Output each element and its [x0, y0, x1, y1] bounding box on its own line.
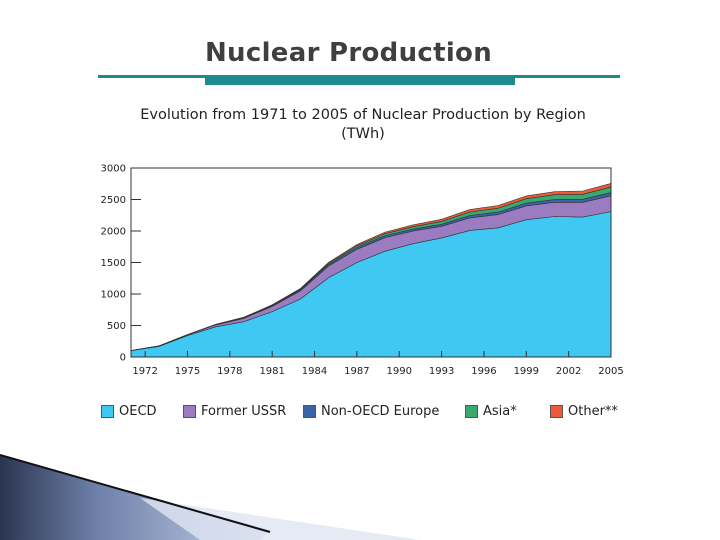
legend: OECD Former USSR Non-OECD Europe Asia* Other…: [101, 404, 661, 424]
legend-label: Other**: [568, 404, 618, 419]
legend-label: Non-OECD Europe: [321, 404, 440, 419]
chart-title-text: Evolution from 1971 to 2005 of Nuclear P…: [140, 107, 586, 123]
x-tick-label: 1987: [344, 366, 369, 377]
x-tick-label: 2002: [556, 366, 581, 377]
y-tick-label: 500: [107, 321, 126, 332]
legend-item: Former USSR: [183, 404, 286, 419]
y-tick-label: 0: [120, 353, 126, 364]
x-tick-label: 1996: [471, 366, 496, 377]
y-tick-label: 2000: [101, 227, 126, 238]
title-rule: [98, 75, 620, 78]
legend-item: Other**: [550, 404, 618, 419]
legend-item: Non-OECD Europe: [303, 404, 439, 419]
legend-label: Asia*: [483, 404, 517, 419]
legend-label: OECD: [119, 404, 157, 419]
slide-title: Nuclear Production: [205, 38, 493, 68]
wedge-light: [140, 498, 420, 540]
title-accent-bar: [205, 78, 515, 85]
x-tick-label: 1978: [217, 366, 242, 377]
legend-swatch: [465, 405, 478, 418]
wedge-edge: [0, 454, 271, 533]
y-tick-label: 1000: [101, 290, 126, 301]
legend-item: OECD: [101, 404, 157, 419]
x-tick-label: 1981: [259, 366, 284, 377]
y-tick-label: 3000: [101, 164, 126, 175]
x-tick-label: 1990: [387, 366, 412, 377]
legend-swatch: [101, 405, 114, 418]
chart-subtitle-text: (TWh): [341, 126, 385, 142]
x-tick-label: 1993: [429, 366, 454, 377]
legend-swatch: [303, 405, 316, 418]
x-tick-label: 1975: [175, 366, 200, 377]
legend-item: Asia*: [465, 404, 517, 419]
legend-label: Former USSR: [201, 404, 287, 419]
y-tick-label: 1500: [101, 258, 126, 269]
legend-swatch: [550, 405, 563, 418]
chart-title: Evolution from 1971 to 2005 of Nuclear P…: [90, 106, 636, 144]
x-tick-label: 1999: [514, 366, 539, 377]
x-tick-label: 1972: [132, 366, 157, 377]
y-tick-label: 2500: [101, 195, 126, 206]
legend-swatch: [183, 405, 196, 418]
x-tick-label: 2005: [598, 366, 623, 377]
x-tick-label: 1984: [302, 366, 327, 377]
